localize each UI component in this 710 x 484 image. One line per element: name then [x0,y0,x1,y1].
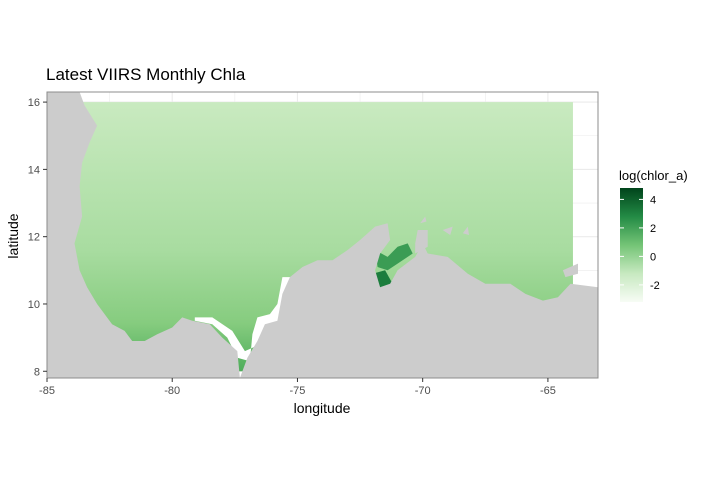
coiba-land [125,385,133,395]
curacao-land [442,226,453,235]
x-axis: -85 -80 -75 -70 -65 [39,378,556,397]
legend-tick-label: 2 [650,223,656,235]
chart-title: Latest VIIRS Monthly Chla [46,65,246,84]
plot-panel [46,91,599,395]
bonaire-land [462,226,469,235]
land-layer [47,92,598,395]
panel-border [46,91,599,379]
gulf-of-venezuela-region [375,243,413,271]
legend-tick-label: 0 [650,251,656,263]
legend-tick-label: -2 [650,280,660,292]
x-tick-label: -80 [164,385,180,397]
y-tick-label: 10 [28,299,40,311]
gulf-of-uraba-coast-no-data [194,277,295,362]
y-axis-title: latitude [5,213,21,258]
y-tick-label: 12 [28,232,40,244]
legend-tick-label: 4 [650,194,656,206]
margarita-land [562,263,578,278]
colorbar [620,188,643,302]
y-axis: 8 10 12 14 16 [28,97,47,378]
x-tick-label: -85 [39,385,55,397]
x-tick-label: -70 [415,385,431,397]
y-tick-label: 16 [28,97,40,109]
central-america-land [47,92,240,378]
aruba-land [420,216,427,224]
y-tick-label: 14 [28,164,40,176]
legend: log(chlor_a) 4 2 0 -2 [619,168,688,302]
x-axis-title: longitude [294,400,351,416]
legend-title: log(chlor_a) [619,168,688,183]
x-tick-label: -65 [540,385,556,397]
legend-ticks: 4 2 0 -2 [620,194,660,292]
no-data-layer [194,277,295,362]
south-america-land [239,223,598,378]
y-tick-label: 8 [34,366,40,378]
x-tick-label: -75 [290,385,306,397]
paraguana-land [415,230,428,254]
